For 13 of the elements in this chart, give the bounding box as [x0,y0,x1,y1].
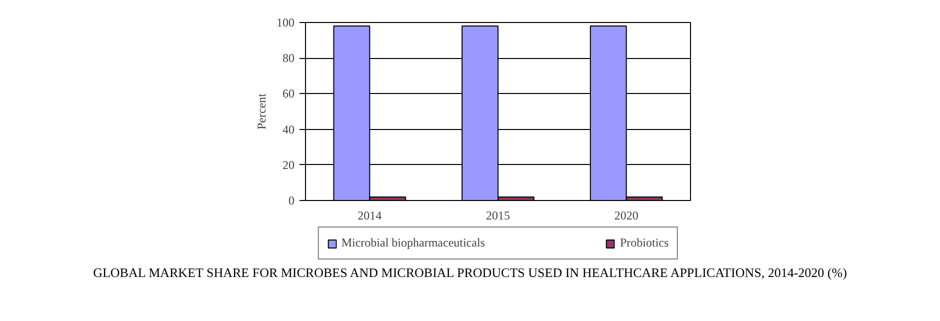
legend-label: Probiotics [620,236,669,250]
y-tick-label: 20 [282,158,294,172]
y-axis-title: Percent [254,92,268,130]
x-tick-label: 2014 [358,208,382,222]
y-tick-label: 80 [282,51,294,66]
x-tick-label: 2020 [614,208,638,222]
y-tick-label: 40 [282,122,294,136]
text: GLOBAL MARKET SHARE FOR MICROBES AND MICROBIAL PRODUCTS USED IN HEALTHCARE APPLICATIONS, 2014-2020 (%) [93,264,847,282]
y-tick-label: 60 [282,86,294,101]
y-tick-label: 0 [288,194,294,208]
legend-label: Microbial biopharmaceuticals [341,236,485,250]
x-tick-label: 2015 [486,208,510,222]
y-tick-label: 100 [276,16,294,30]
